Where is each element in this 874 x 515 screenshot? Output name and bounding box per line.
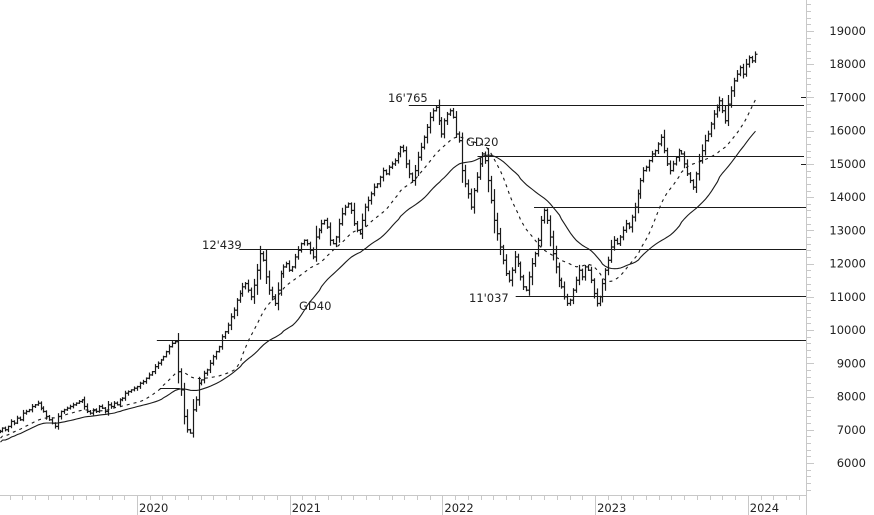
price-tick-label: 10000 — [829, 323, 866, 337]
moving-average-40-line — [0, 130, 756, 443]
price-tick-label: 18000 — [829, 57, 866, 71]
price-axis: 6000 7000 8000 9000 10000 11000 12000 13000 1400… — [801, 0, 866, 515]
price-tick-label: 16000 — [829, 124, 866, 138]
annotation-label: 11'037 — [469, 291, 509, 305]
annotation-label: GD20 — [466, 135, 498, 149]
annotation-label: GD40 — [299, 299, 331, 313]
annotation-label: 12'439 — [202, 238, 242, 252]
price-tick-label: 17000 — [829, 90, 866, 104]
year-tick-label: 2023 — [597, 501, 626, 515]
gd40-line — [0, 130, 756, 443]
price-tick-label: 13000 — [829, 223, 866, 237]
price-tick-label: 19000 — [829, 24, 866, 38]
annotation-label: 16'765 — [388, 91, 428, 105]
price-tick-label: 9000 — [837, 356, 866, 370]
price-tick-label: 12000 — [829, 257, 866, 271]
gd20-line — [0, 99, 756, 439]
annotations: 16'765 12'439 11'037 GD20 GD40 — [202, 91, 509, 313]
year-tick-label: 2022 — [444, 501, 473, 515]
price-tick-label: 14000 — [829, 190, 866, 204]
price-tick-label: 15000 — [829, 157, 866, 171]
price-tick-label: 8000 — [837, 390, 866, 404]
year-tick-label: 2021 — [292, 501, 321, 515]
price-tick-label: 7000 — [837, 423, 866, 437]
year-tick-label: 2024 — [750, 501, 779, 515]
time-axis: 2020 2021 2022 2023 2024 — [0, 495, 806, 515]
year-tick-label: 2020 — [139, 501, 168, 515]
price-tick-label: 11000 — [829, 290, 866, 304]
price-tick-label: 6000 — [837, 456, 866, 470]
price-bars — [0, 51, 758, 438]
moving-average-20-line — [0, 99, 756, 439]
